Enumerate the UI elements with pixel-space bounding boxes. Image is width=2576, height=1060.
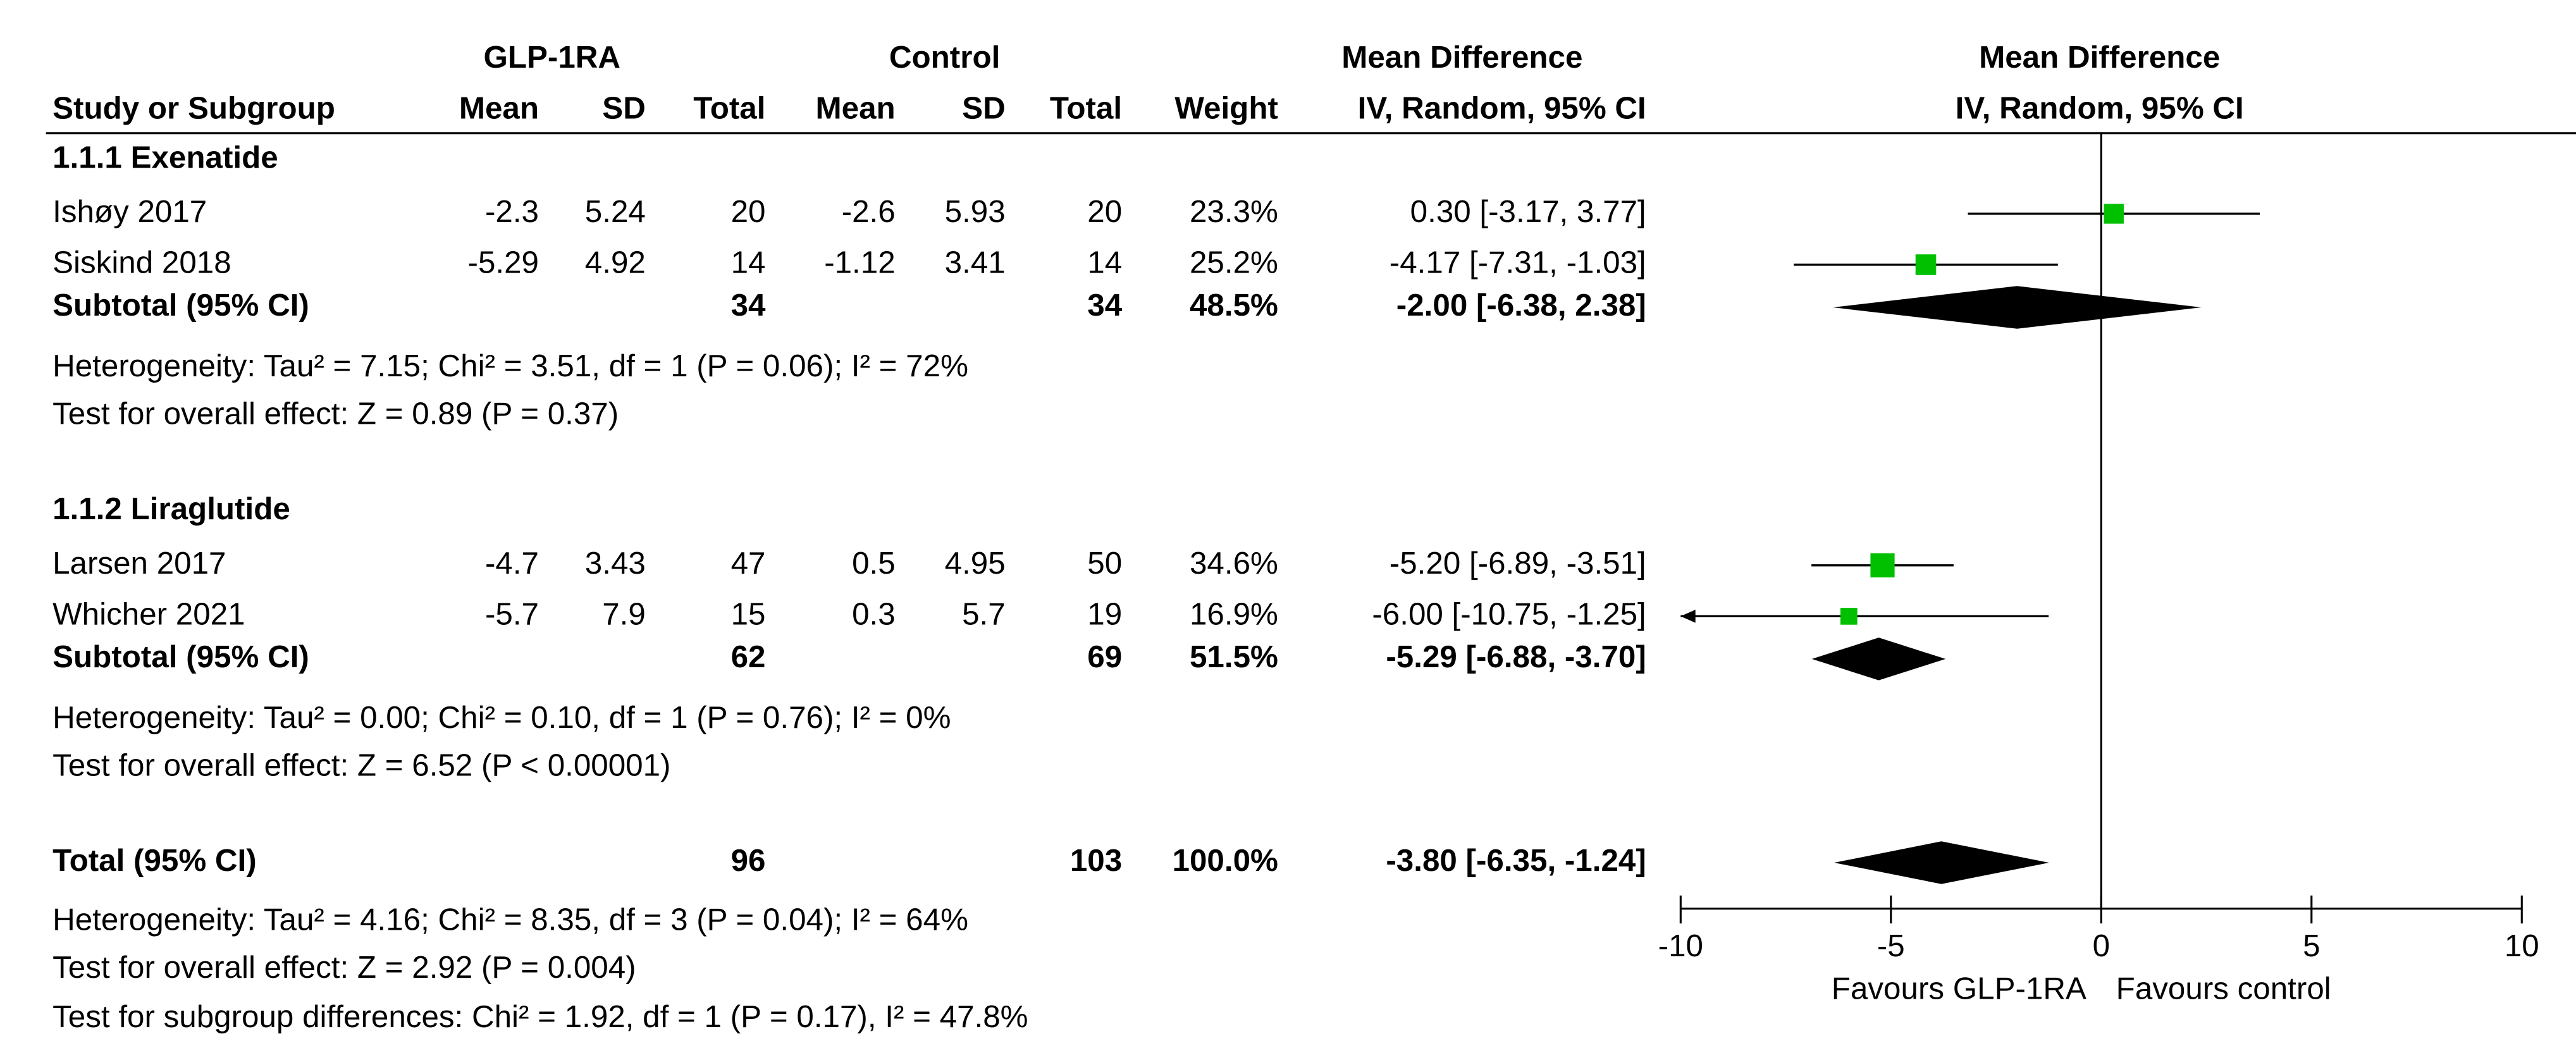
column-header: Total [693, 90, 765, 125]
cell: 3.43 [585, 546, 646, 581]
cell: 50 [1087, 546, 1122, 581]
x-tick-label: -10 [1658, 928, 1703, 963]
heterogeneity: Heterogeneity: Tau² = 4.16; Chi² = 8.35,… [52, 903, 968, 937]
cell: 34.6% [1190, 546, 1278, 581]
column-header: Mean [816, 90, 896, 125]
cell: 96 [731, 843, 766, 878]
cell: 5.7 [962, 596, 1006, 631]
favours-label: Favours GLP-1RA [1832, 971, 2086, 1006]
cell: -4.7 [485, 546, 539, 581]
x-tick-label: -5 [1877, 928, 1905, 963]
cell: 34 [1087, 288, 1122, 323]
column-header: Total [1050, 90, 1122, 125]
study-name: Siskind 2018 [52, 245, 231, 280]
cell: -5.7 [485, 596, 539, 631]
cell: 4.92 [585, 245, 646, 280]
column-header: IV, Random, 95% CI [1358, 90, 1646, 125]
study-name: Ishøy 2017 [52, 194, 207, 229]
x-tick-label: 0 [2093, 928, 2110, 963]
subgroup-title: 1.1.2 Liraglutide [52, 491, 290, 526]
ci-arrow [1680, 609, 1696, 623]
cell: -1.12 [824, 245, 895, 280]
column-header: Weight [1174, 90, 1278, 125]
study-name: Subtotal (95% CI) [52, 288, 309, 323]
cell: 103 [1070, 843, 1122, 878]
pooled-diamond [1833, 286, 2202, 329]
cell: 15 [731, 596, 766, 631]
pooled-diamond [1811, 638, 1946, 681]
column-header: Study or Subgroup [52, 90, 335, 125]
overall-effect: Test for overall effect: Z = 0.89 (P = 0… [52, 396, 619, 431]
cell: 69 [1087, 639, 1122, 674]
cell: 14 [731, 245, 766, 280]
group-header: Control [889, 40, 1000, 75]
cell: 0.3 [852, 596, 896, 631]
cell: 4.95 [945, 546, 1006, 581]
pooled-diamond [1834, 841, 2049, 884]
study-name: Whicher 2021 [52, 596, 245, 631]
cell: 5.93 [945, 194, 1006, 229]
group-header: Mean Difference [1979, 40, 2220, 75]
cell: 3.41 [945, 245, 1006, 280]
cell: 20 [1087, 194, 1122, 229]
cell: 5.24 [585, 194, 646, 229]
study-name: Total (95% CI) [52, 843, 257, 878]
heterogeneity: Heterogeneity: Tau² = 0.00; Chi² = 0.10,… [52, 700, 951, 735]
cell: 16.9% [1190, 596, 1278, 631]
cell: -5.29 [468, 245, 539, 280]
cell: -2.6 [842, 194, 896, 229]
subgroup-title: 1.1.1 Exenatide [52, 140, 278, 175]
study-name: Subtotal (95% CI) [52, 639, 309, 674]
study-name: Larsen 2017 [52, 546, 226, 581]
cell: 23.3% [1190, 194, 1278, 229]
effect-square [1840, 608, 1858, 625]
cell: 19 [1087, 596, 1122, 631]
cell: -6.00 [-10.75, -1.25] [1372, 596, 1646, 631]
cell: 62 [731, 639, 766, 674]
x-tick-label: 10 [2505, 928, 2539, 963]
subgroup-differences: Test for subgroup differences: Chi² = 1.… [52, 999, 1028, 1034]
cell: 14 [1087, 245, 1122, 280]
effect-square [2104, 204, 2124, 224]
overall-effect: Test for overall effect: Z = 2.92 (P = 0… [52, 950, 636, 985]
cell: -5.29 [-6.88, -3.70] [1386, 639, 1646, 674]
column-header: SD [962, 90, 1006, 125]
cell: 47 [731, 546, 766, 581]
cell: 100.0% [1173, 843, 1278, 878]
cell: -4.17 [-7.31, -1.03] [1390, 245, 1646, 280]
cell: 0.5 [852, 546, 896, 581]
cell: 7.9 [602, 596, 646, 631]
x-tick-label: 5 [2303, 928, 2320, 963]
cell: 51.5% [1190, 639, 1278, 674]
favours-label: Favours control [2116, 971, 2331, 1006]
overall-effect: Test for overall effect: Z = 6.52 (P < 0… [52, 748, 670, 782]
column-header: IV, Random, 95% CI [1956, 90, 2244, 125]
column-header: SD [602, 90, 646, 125]
cell: -2.3 [485, 194, 539, 229]
cell: 34 [731, 288, 766, 323]
column-header: Mean [459, 90, 539, 125]
cell: 48.5% [1190, 288, 1278, 323]
effect-square [1870, 553, 1895, 577]
cell: 20 [731, 194, 766, 229]
group-header: Mean Difference [1341, 40, 1582, 75]
cell: -2.00 [-6.38, 2.38] [1396, 288, 1646, 323]
group-header: GLP-1RA [483, 40, 620, 75]
cell: 25.2% [1190, 245, 1278, 280]
heterogeneity: Heterogeneity: Tau² = 7.15; Chi² = 3.51,… [52, 348, 968, 383]
cell: -3.80 [-6.35, -1.24] [1386, 843, 1646, 878]
cell: 0.30 [-3.17, 3.77] [1410, 194, 1646, 229]
effect-square [1915, 254, 1937, 275]
cell: -5.20 [-6.89, -3.51] [1390, 546, 1646, 581]
